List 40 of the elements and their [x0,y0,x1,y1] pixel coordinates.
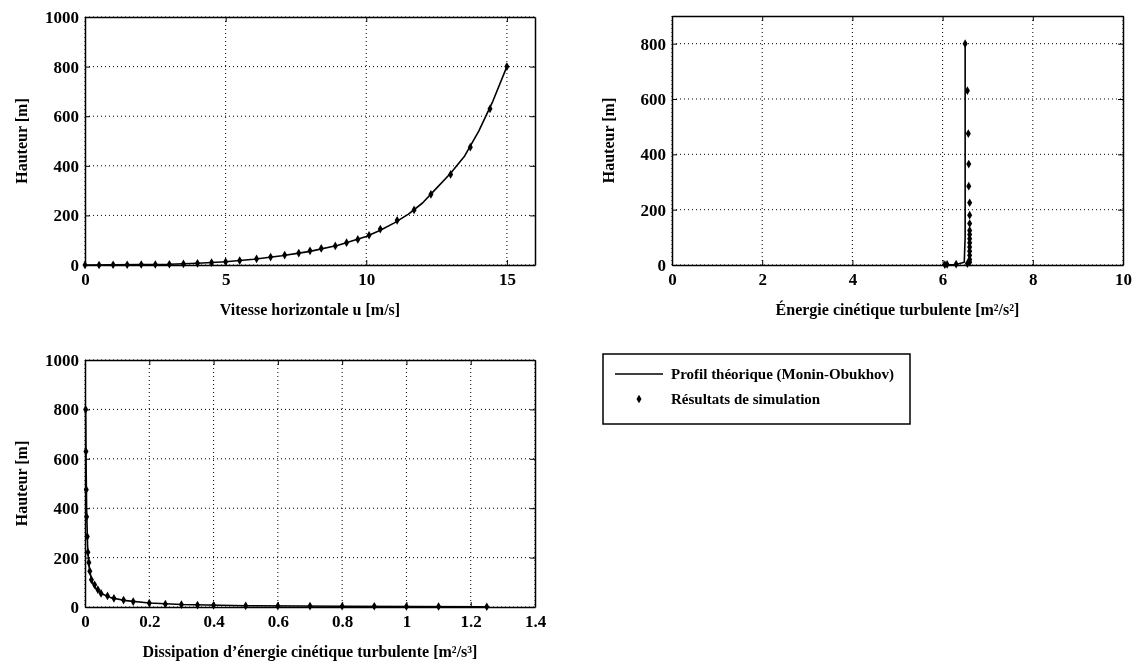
legend-label: Résultats de simulation [671,391,821,407]
y-axis-title: Hauteur [m] [600,97,617,184]
x-tick-label: 10 [358,270,376,290]
y-tick-label: 800 [640,34,666,54]
y-tick-label: 0 [70,255,79,275]
x-tick-label: 0.8 [332,612,354,632]
x-tick-label: 0.2 [139,612,161,632]
x-tick-label: 0.4 [203,612,226,632]
y-tick-label: 600 [640,89,666,109]
y-axis-title: Hauteur [m] [13,98,30,184]
x-tick-label: 4 [848,270,858,290]
y-tick-label: 200 [53,206,79,226]
y-tick-label: 600 [53,449,79,469]
y-tick-label: 600 [53,107,79,127]
y-tick-label: 200 [53,548,79,568]
x-tick-label: 1.4 [524,612,547,632]
y-tick-label: 200 [640,200,666,220]
x-tick-label: 8 [1029,270,1038,290]
x-axis-title: Énergie cinétique turbulente [m²/s²] [775,300,1020,319]
y-tick-label: 400 [640,145,666,165]
y-tick-label: 800 [53,57,79,77]
x-tick-label: 6 [938,270,948,290]
y-tick-label: 800 [53,400,79,420]
x-tick-label: 1 [402,612,412,632]
x-tick-label: 0.6 [267,612,289,632]
x-axis-title: Vitesse horizontale u [m/s] [219,301,401,318]
legend-label: Profil théorique (Monin-Obukhov) [671,366,895,383]
x-tick-label: 10 [1115,270,1132,290]
y-tick-label: 0 [70,597,79,617]
y-tick-label: 1000 [45,7,79,27]
y-tick-label: 400 [53,499,79,519]
y-tick-label: 400 [53,156,79,176]
x-tick-label: 2 [758,270,767,290]
x-tick-label: 5 [221,270,231,290]
x-axis-title: Dissipation d’énergie cinétique turbulente [m²/s³] [142,643,478,661]
y-tick-label: 1000 [45,350,79,370]
x-tick-label: 1.2 [460,612,482,632]
x-tick-label: 15 [498,270,516,290]
y-tick-label: 0 [657,255,666,275]
y-axis-title: Hauteur [m] [13,440,30,527]
